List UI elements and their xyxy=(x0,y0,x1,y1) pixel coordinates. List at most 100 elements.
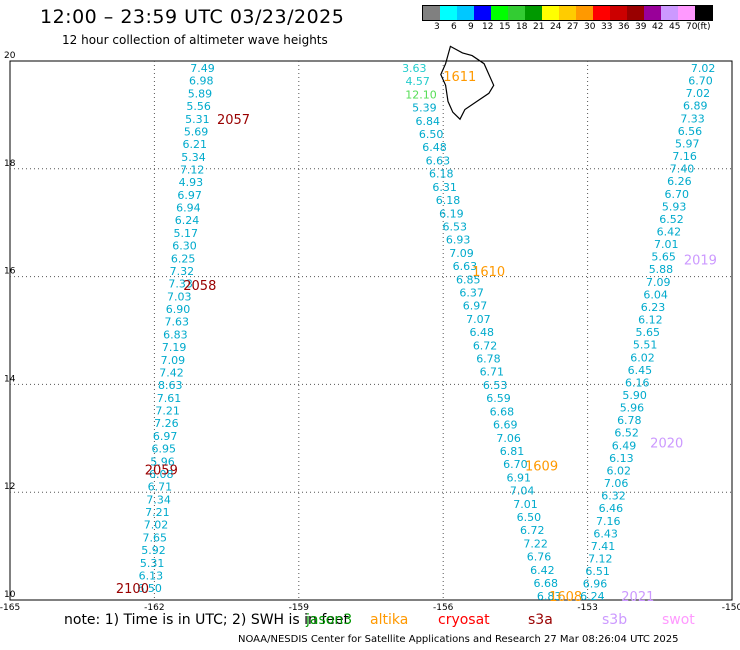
colorbar-label: 70 xyxy=(686,22,698,32)
colorbar-label: 21 xyxy=(533,22,545,32)
wave-height-value: 5.65 xyxy=(636,326,661,339)
wave-height-value: 5.96 xyxy=(150,455,175,468)
wave-height-value: 6.31 xyxy=(432,181,457,194)
colorbar-cell xyxy=(576,6,593,20)
wave-height-value: 6.45 xyxy=(628,364,653,377)
x-tick-label: -165 xyxy=(0,603,20,613)
wave-height-value: 6.08 xyxy=(149,468,174,481)
wave-height-value: 6.97 xyxy=(177,189,202,202)
wave-height-value: 6.32 xyxy=(601,490,626,503)
wave-height-value: 7.26 xyxy=(154,417,179,430)
colorbar-label: 27 xyxy=(567,22,579,32)
wave-height-value: 6.16 xyxy=(625,376,650,389)
wave-height-value: 5.96 xyxy=(620,402,645,415)
wave-height-value: 5.56 xyxy=(186,100,211,113)
wave-height-value: 6.24 xyxy=(175,214,200,227)
wave-height-value: 6.42 xyxy=(657,226,682,239)
wave-height-value: 7.16 xyxy=(596,515,621,528)
page-subtitle: 12 hour collection of altimeter wave hei… xyxy=(62,33,328,47)
colorbar-cell xyxy=(627,6,644,20)
wave-height-value: 7.33 xyxy=(168,278,193,291)
colorbar-cell xyxy=(542,6,559,20)
wave-height-value: 6.37 xyxy=(459,287,484,300)
wave-height-value: 7.16 xyxy=(672,150,697,163)
wave-height-value: 7.03 xyxy=(167,290,192,303)
wave-height-value: 6.68 xyxy=(490,405,515,418)
wave-height-value: 6.50 xyxy=(517,511,542,524)
wave-height-value: 7.12 xyxy=(588,552,613,565)
x-tick-label: -153 xyxy=(577,603,597,613)
colorbar-cell xyxy=(474,6,491,20)
wave-height-value: 6.96 xyxy=(583,578,608,591)
colorbar-cell xyxy=(678,6,695,20)
wave-height-value: 5.39 xyxy=(412,102,437,115)
wave-height-value: 5.92 xyxy=(141,544,166,557)
wave-height-value: 6.02 xyxy=(630,351,655,364)
wave-height-value: 7.21 xyxy=(155,405,180,418)
wave-height-value: 7.21 xyxy=(145,506,170,519)
colorbar-cell xyxy=(525,6,542,20)
wave-height-value: 6.43 xyxy=(593,527,618,540)
wave-height-value: 7.01 xyxy=(513,498,538,511)
colorbar-label: 15 xyxy=(499,22,511,32)
wave-height-value: 6.78 xyxy=(617,414,642,427)
y-tick-label: 18 xyxy=(4,159,16,169)
map-frame xyxy=(9,60,733,601)
wave-height-value: 6.13 xyxy=(139,569,164,582)
wave-height-value: 6.70 xyxy=(688,75,713,88)
wave-height-value: 7.02 xyxy=(691,62,716,75)
legend-note: note: 1) Time is in UTC; 2) SWH is in fe… xyxy=(64,612,350,628)
y-tick-label: 14 xyxy=(4,374,16,384)
wave-height-value: 7.07 xyxy=(466,313,491,326)
wave-height-value: 6.04 xyxy=(643,288,668,301)
wave-height-value: 6.83 xyxy=(163,328,188,341)
pass-time-label: 2020 xyxy=(650,437,683,452)
colorbar-cell xyxy=(440,6,457,20)
wave-height-value: 6.70 xyxy=(503,458,528,471)
y-tick-label: 16 xyxy=(4,267,16,277)
wave-height-value: 6.30 xyxy=(172,240,197,253)
wave-height-value: 6.53 xyxy=(443,220,468,233)
wave-height-colorbar xyxy=(422,5,713,21)
wave-height-value: 7.19 xyxy=(162,341,187,354)
wave-height-value: 6.25 xyxy=(171,252,196,265)
wave-height-value: 6.68 xyxy=(533,577,558,590)
wave-height-value: 7.34 xyxy=(146,493,171,506)
wave-height-value: 7.12 xyxy=(180,163,205,176)
wave-height-value: 6.18 xyxy=(436,194,461,207)
wave-height-value: 6.95 xyxy=(152,443,177,456)
wave-height-value: 7.61 xyxy=(157,392,182,405)
wave-height-value: 7.06 xyxy=(496,432,521,445)
wave-height-value: 6.93 xyxy=(446,234,471,247)
y-tick-label: 20 xyxy=(4,51,16,61)
legend-satellite-s3b: s3b xyxy=(602,612,628,628)
pass-time-label: 2057 xyxy=(217,113,250,128)
wave-height-value: 3.63 xyxy=(402,62,427,75)
wave-height-value: 7.04 xyxy=(510,485,535,498)
pass-time-label: 2059 xyxy=(145,464,178,479)
wave-height-value: 6.12 xyxy=(638,314,663,327)
colorbar-cell xyxy=(423,6,440,20)
legend-satellite-cryosat: cryosat xyxy=(438,612,490,628)
wave-height-value: 6.51 xyxy=(585,565,610,578)
colorbar-label: 9 xyxy=(468,22,474,32)
colorbar-label: 6 xyxy=(451,22,457,32)
wave-height-value: 7.32 xyxy=(170,265,195,278)
wave-height-value: 7.09 xyxy=(449,247,474,260)
wave-height-value: 6.94 xyxy=(176,202,201,215)
wave-height-value: 5.51 xyxy=(633,339,658,352)
pass-time-label: 1609 xyxy=(525,459,558,474)
wave-height-value: 5.31 xyxy=(185,113,210,126)
colorbar-label: 45 xyxy=(669,22,681,32)
wave-height-value: 7.02 xyxy=(144,519,169,532)
colorbar-label: 24 xyxy=(550,22,562,32)
wave-height-value: 6.26 xyxy=(667,175,692,188)
legend-satellite-s3a: s3a xyxy=(528,612,553,628)
wave-height-value: 6.76 xyxy=(527,551,552,564)
colorbar-label: 18 xyxy=(516,22,528,32)
colorbar-cell xyxy=(508,6,525,20)
colorbar-label: 36 xyxy=(618,22,630,32)
x-tick-label: -150 xyxy=(722,603,740,613)
wave-height-value: 6.48 xyxy=(422,141,447,154)
